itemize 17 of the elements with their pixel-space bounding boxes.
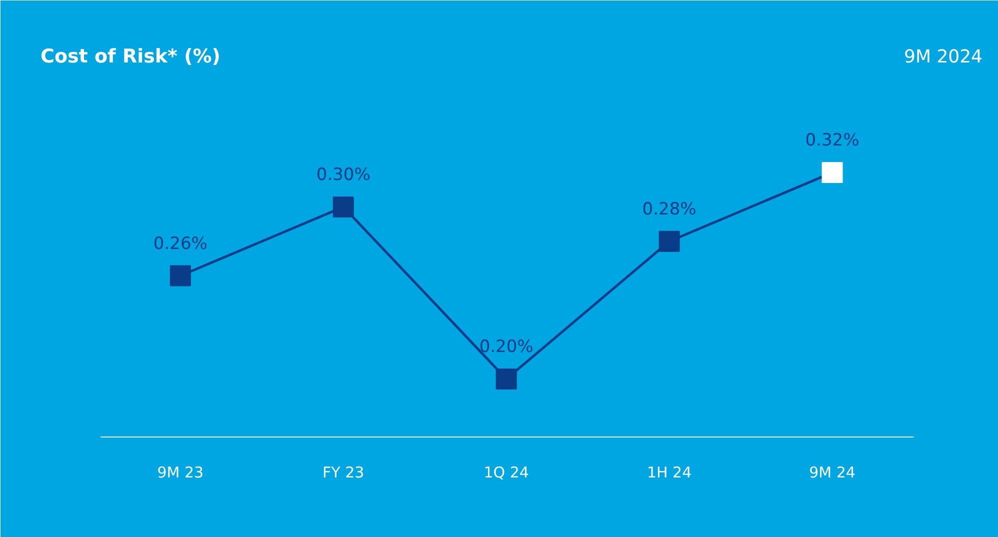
- data-label: 0.32%: [805, 130, 860, 151]
- point: [170, 265, 191, 286]
- data-label: 0.26%: [153, 234, 208, 254]
- x-tick-label: FY 23: [322, 464, 364, 482]
- data-label: 0.28%: [642, 199, 696, 220]
- point: [658, 230, 680, 252]
- x-tick-label: 9M 23: [157, 464, 204, 482]
- x-tick-label: 9M 24: [809, 464, 856, 482]
- text: 9M 2024: [904, 46, 983, 68]
- data-label: 0.30%: [316, 164, 370, 185]
- point: [496, 368, 517, 390]
- point: [822, 162, 843, 184]
- text: Cost of Risk* (%): [40, 46, 220, 68]
- x-tick-label: 1Q 24: [484, 464, 529, 482]
- x-tick-label: 1H 24: [646, 464, 692, 482]
- point: [332, 196, 354, 218]
- data-label: 0.20%: [479, 337, 534, 358]
